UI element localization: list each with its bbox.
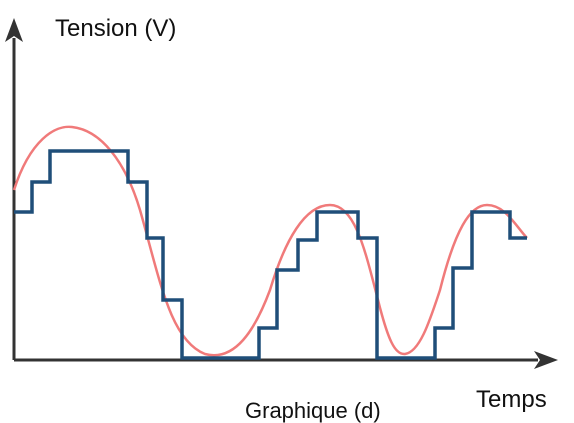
analog-curve bbox=[12, 125, 528, 357]
caption: Graphique (d) bbox=[245, 398, 381, 423]
sampled-signal bbox=[14, 149, 527, 360]
x-axis-label: Temps bbox=[476, 386, 547, 413]
x-axis-arrow bbox=[534, 351, 558, 369]
y-axis-label: Tension (V) bbox=[55, 15, 176, 42]
y-axis-arrow bbox=[5, 18, 23, 42]
